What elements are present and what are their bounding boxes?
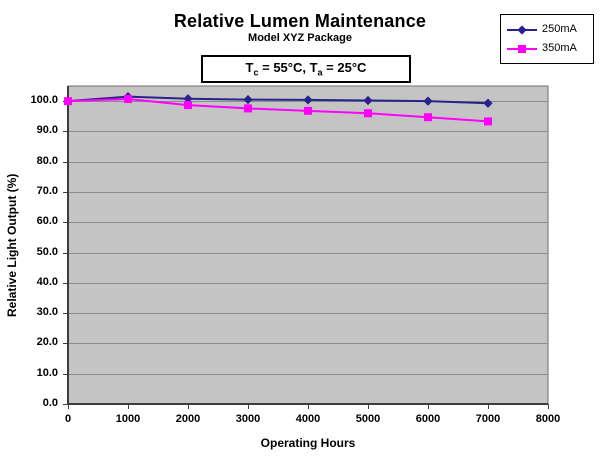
x-axis-title: Operating Hours xyxy=(260,436,356,450)
legend-label-250ma: 250mA xyxy=(542,23,577,35)
series-350mA xyxy=(64,95,492,126)
legend-item-250ma: 250mA xyxy=(506,20,589,39)
temperature-annotation: Tc = 55°C, Ta = 25°C xyxy=(201,55,411,83)
legend-label-350ma: 350mA xyxy=(542,42,577,54)
y-axis-title: Relative Light Output (%) xyxy=(5,173,19,317)
square-marker-icon xyxy=(507,44,537,53)
chart-subtitle: Model XYZ Package xyxy=(248,32,352,44)
chart-title: Relative Lumen Maintenance xyxy=(173,11,427,31)
legend: 250mA 350mA xyxy=(500,14,594,64)
annotation-text: Tc = 55°C, Ta = 25°C xyxy=(245,60,367,78)
diamond-marker-icon xyxy=(507,24,537,35)
legend-item-350ma: 350mA xyxy=(506,39,589,58)
